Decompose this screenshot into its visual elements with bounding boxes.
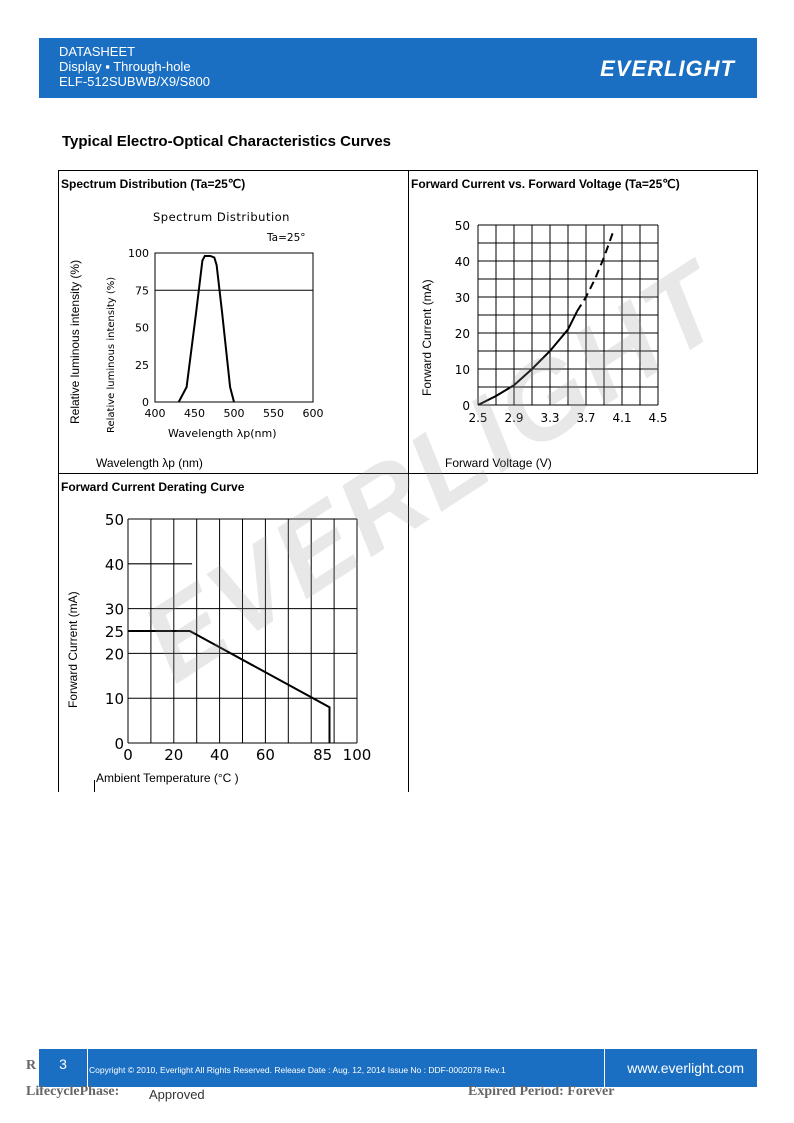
derating-xlabel: Ambient Temperature (°C ) <box>96 771 239 785</box>
spectrum-y-tick-label: 50 <box>135 322 149 335</box>
header-category: Display ▪ Through-hole <box>59 59 191 74</box>
iv-x-tick-label: 4.1 <box>612 411 631 425</box>
derating-y-tick-label: 30 <box>105 601 124 619</box>
iv-y-tick-label: 10 <box>455 363 470 377</box>
lifecycle-label: LifecyclePhase: <box>26 1084 120 1099</box>
footer-r-fragment: R <box>26 1058 37 1073</box>
lifecycle-value: Approved <box>149 1087 205 1102</box>
spectrum-outer-ylabel: Relative luminous intensity (%) <box>68 259 82 424</box>
spectrum-x-tick-label: 550 <box>263 407 284 420</box>
spectrum-x-tick-label: 600 <box>303 407 324 420</box>
iv-x-tick-label: 2.5 <box>468 411 487 425</box>
spectrum-x-tick-label: 500 <box>224 407 245 420</box>
table-left-edge <box>94 780 95 792</box>
derating-ylabel: Forward Current (mA) <box>66 591 80 708</box>
spectrum-y-tick-label: 0 <box>142 396 149 409</box>
spectrum-y-tick-label: 25 <box>135 359 149 372</box>
everlight-logo: EVERLIGHT <box>600 56 735 81</box>
iv-x-tick-label: 3.7 <box>576 411 595 425</box>
iv-y-tick-label: 0 <box>462 399 470 413</box>
header-doc-type: DATASHEET <box>59 44 136 59</box>
derating-x-tick-label: 60 <box>256 746 275 764</box>
panel-empty <box>408 473 758 792</box>
spectrum-plot-frame <box>154 252 314 403</box>
iv-x-tick-label: 4.5 <box>648 411 667 425</box>
panel-spectrum-title: Spectrum Distribution (Ta=25℃) <box>61 177 246 191</box>
iv-xlabel: Forward Voltage (V) <box>445 456 552 470</box>
derating-y-tick-label: 0 <box>114 735 124 753</box>
iv-y-tick-label: 20 <box>455 327 470 341</box>
document-footer: 3 Copyright © 2010, Everlight All Rights… <box>39 1049 757 1087</box>
iv-x-tick-label: 2.9 <box>504 411 523 425</box>
derating-y-tick-label: 50 <box>105 511 124 529</box>
derating-series-line <box>128 630 331 743</box>
iv-dashed-line <box>576 231 614 312</box>
iv-x-tick-label: 3.3 <box>540 411 559 425</box>
spectrum-inner-ylabel: Relative luminous intensity (%) <box>106 277 117 433</box>
footer-url-link[interactable]: www.everlight.com <box>627 1060 744 1076</box>
footer-separator <box>604 1049 605 1087</box>
derating-y-tick-label: 20 <box>105 645 124 663</box>
iv-y-tick-label: 30 <box>455 291 470 305</box>
document-header: DATASHEET Display ▪ Through-hole ELF-512… <box>39 38 757 98</box>
spectrum-y-tick-label: 100 <box>128 247 149 260</box>
derating-y-tick-label: 10 <box>105 690 124 708</box>
derating-chart: 0 20 40 60 85 100 0 10 20 25 30 40 50 <box>105 511 372 764</box>
derating-y-tick-label: 40 <box>105 556 124 574</box>
derating-y-tick-label: 25 <box>105 623 124 641</box>
spectrum-series-line <box>177 255 235 403</box>
derating-x-tick-label: 40 <box>210 746 229 764</box>
spectrum-x-tick-label: 400 <box>145 407 166 420</box>
iv-y-tick-label: 50 <box>455 219 470 233</box>
page-number: 3 <box>39 1049 88 1087</box>
derating-x-tick-label: 100 <box>343 746 372 764</box>
iv-ylabel: Forward Current (mA) <box>420 279 434 396</box>
expired-period: Expired Period: Forever <box>468 1084 615 1099</box>
iv-solid-line <box>477 310 578 406</box>
spectrum-chart: Spectrum Distribution Ta=25° Relative lu… <box>106 210 324 440</box>
header-text: DATASHEET Display ▪ Through-hole ELF-512… <box>59 44 210 89</box>
header-part-number: ELF-512SUBWB/X9/S800 <box>59 74 211 89</box>
spectrum-y-tick-label: 75 <box>135 284 149 297</box>
derating-x-tick-label: 0 <box>123 746 133 764</box>
footer-copyright: Copyright © 2010, Everlight All Rights R… <box>89 1065 506 1075</box>
panel-iv-title: Forward Current vs. Forward Voltage (Ta=… <box>411 177 680 191</box>
spectrum-inner-title: Spectrum Distribution <box>153 210 290 224</box>
spectrum-inner-xlabel: Wavelength λp(nm) <box>168 427 277 440</box>
iv-chart: 2.5 2.9 3.3 3.7 4.1 4.5 0 10 20 30 40 50 <box>455 219 668 425</box>
spectrum-annotation: Ta=25° <box>266 232 306 244</box>
derating-x-tick-label: 85 <box>313 746 332 764</box>
spectrum-x-tick-label: 450 <box>184 407 205 420</box>
panel-derating-title: Forward Current Derating Curve <box>61 480 245 494</box>
section-title: Typical Electro-Optical Characteristics … <box>62 133 392 150</box>
iv-y-tick-label: 40 <box>455 255 470 269</box>
spectrum-outer-xlabel: Wavelength λp (nm) <box>96 456 203 470</box>
derating-x-tick-label: 20 <box>164 746 183 764</box>
